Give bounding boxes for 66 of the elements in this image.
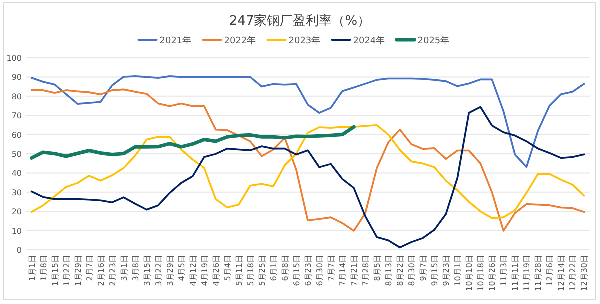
x-tick-label: 4月12日: [188, 255, 198, 286]
x-tick-label: 8月30日: [408, 255, 417, 286]
x-tick-label: 1月29日: [74, 255, 83, 286]
x-tick-label: 8月13日: [384, 255, 394, 286]
x-tick-label: 10月10日: [465, 255, 474, 292]
x-tick-label: 6月15日: [292, 255, 302, 286]
y-tick-label: 40: [12, 169, 22, 178]
x-tick-label: 6月8日: [280, 255, 290, 282]
y-tick-label: 20: [12, 208, 22, 217]
x-tick-label: 4月26日: [212, 255, 221, 286]
x-tick-label: 3月8日: [131, 255, 140, 282]
x-tick-label: 1月1日: [28, 255, 37, 282]
x-tick-label: 2月23日: [108, 255, 118, 286]
x-tick-label: 6月1日: [269, 255, 278, 282]
y-tick-label: 50: [12, 150, 22, 159]
x-tick-label: 2月7日: [85, 255, 94, 282]
y-tick-label: 30: [12, 188, 22, 198]
legend-label: 2024年: [353, 36, 386, 46]
x-tick-label: 7月14日: [338, 255, 348, 286]
legend-label: 2021年: [160, 36, 192, 46]
x-tick-label: 9月15日: [430, 255, 440, 286]
legend-label: 2025年: [418, 36, 450, 46]
x-tick-label: 8月5日: [373, 255, 382, 282]
y-tick-label: 60: [12, 130, 22, 140]
x-tick-label: 5月18日: [246, 255, 256, 286]
x-tick-label: 11月19日: [522, 255, 532, 292]
x-tick-label: 11月11日: [511, 255, 520, 292]
x-tick-label: 6月30日: [316, 255, 325, 286]
x-tick-label: 5月4日: [223, 255, 232, 282]
x-tick-label: 1月8日: [39, 255, 48, 282]
x-tick-label: 5月11日: [234, 255, 244, 286]
x-tick-label: 3月1日: [120, 255, 129, 282]
x-tick-label: 12月22日: [568, 255, 578, 292]
x-tick-label: 12月30日: [580, 255, 590, 292]
x-tick-label: 10月26日: [488, 255, 498, 292]
y-tick-label: 10: [12, 226, 22, 236]
x-tick-label: 12月6日: [546, 255, 555, 286]
x-tick-label: 10月18日: [476, 255, 486, 292]
x-tick-label: 4月5日: [177, 255, 186, 282]
y-tick-label: 70: [12, 112, 22, 121]
legend-label: 2022年: [224, 36, 256, 46]
x-tick-label: 7月28日: [362, 255, 371, 286]
y-tick-label: 0: [16, 246, 22, 255]
x-tick-label: 9月7日: [419, 255, 428, 282]
x-tick-label: 11月28日: [534, 255, 544, 292]
x-tick-label: 1月15日: [50, 255, 60, 286]
x-tick-label: 7月21日: [350, 255, 360, 286]
x-tick-label: 2月16日: [96, 255, 106, 286]
y-tick-label: 90: [12, 73, 22, 82]
x-tick-label: 3月29日: [166, 255, 175, 286]
x-tick-label: 8月22日: [396, 255, 406, 286]
x-tick-label: 7月7日: [327, 255, 336, 282]
x-tick-label: 3月15日: [142, 255, 152, 286]
x-tick-label: 1月22日: [62, 255, 72, 286]
x-tick-label: 11月3日: [500, 255, 509, 286]
x-tick-label: 12月14日: [557, 255, 566, 292]
x-tick-label: 10月1日: [454, 255, 463, 286]
x-tick-label: 4月19日: [200, 255, 210, 286]
x-tick-label: 9月23日: [442, 255, 452, 286]
legend-label: 2023年: [288, 36, 321, 46]
x-tick-label: 5月25日: [258, 255, 267, 286]
y-tick-label: 80: [12, 92, 22, 102]
y-tick-label: 100: [6, 54, 22, 63]
x-tick-label: 6月23日: [304, 255, 313, 286]
chart-title: 247家钢厂盈利率（%）: [229, 13, 371, 29]
x-tick-label: 3月22日: [154, 255, 164, 286]
